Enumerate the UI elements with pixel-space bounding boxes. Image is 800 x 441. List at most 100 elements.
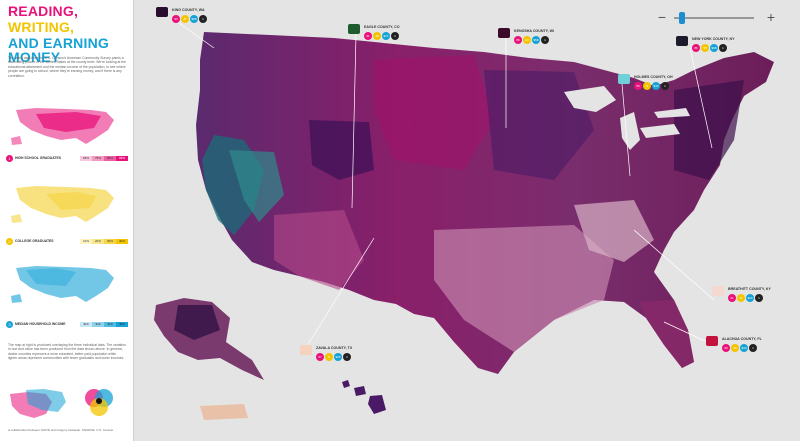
legend-value: 65% — [80, 156, 92, 161]
county-values: 93 47 $68 1 — [172, 15, 207, 23]
legend-number: 2 — [6, 238, 13, 245]
county-shape — [706, 336, 718, 346]
legend-income: 3 MEDIAN HOUSEHOLD INCOME $20 $40 $60 $8… — [6, 321, 128, 329]
alaska-dark-region — [174, 305, 220, 340]
zoom-control: − + — [658, 9, 775, 25]
midwest-purple-region — [484, 70, 594, 180]
income-mini-map — [11, 266, 114, 303]
legend-college: 2 COLLEGE GRADUATES 10% 20% 30% 40% — [6, 238, 128, 246]
callout-leader-lines — [171, 17, 715, 352]
intro-text: The latest data from the U.S. Census's A… — [8, 56, 127, 78]
county-shape — [618, 74, 630, 84]
county-name: HOLMES COUNTY, OH — [634, 75, 673, 79]
county-values: 91 49 $71 1 — [364, 32, 399, 40]
legend-label: COLLEGE GRADUATES — [15, 239, 54, 243]
northeast-dark-region — [674, 80, 744, 180]
combined-value: 1 — [391, 32, 399, 40]
college-value: 49 — [373, 32, 381, 40]
hs-value: 93 — [172, 15, 180, 23]
income-value: $71 — [382, 32, 390, 40]
county-name: BREATHITT COUNTY, KY — [728, 287, 771, 291]
legend-number: 1 — [6, 155, 13, 162]
college-value: 9 — [325, 353, 333, 361]
zoom-out-button[interactable]: − — [658, 9, 666, 25]
income-value: $58 — [532, 36, 540, 44]
county-name: ALACHUA COUNTY, FL — [722, 337, 762, 341]
legend-value: $80 — [116, 322, 128, 327]
appalachia-light-region — [574, 200, 654, 262]
college-value: 40 — [731, 344, 739, 352]
legend-scale: 10% 20% 30% 40% — [80, 239, 128, 244]
mountain-dark-region — [309, 120, 374, 180]
legend-value: 10% — [80, 239, 92, 244]
county-name: NEW YORK COUNTY, NY — [692, 37, 735, 41]
county-values: 86 58 $68 1 — [692, 44, 727, 52]
legend-value: 20% — [92, 239, 104, 244]
hawaii[interactable] — [342, 380, 386, 414]
income-value: $23 — [746, 294, 754, 302]
county-name: ZAVALA COUNTY, TX — [316, 346, 353, 350]
college-value: 9 — [643, 82, 651, 90]
combined-value: 1 — [661, 82, 669, 90]
legend-value: $60 — [104, 322, 116, 327]
county-shape — [348, 24, 360, 34]
combined-value: 1 — [199, 15, 207, 23]
legend-value: 30% — [104, 239, 116, 244]
sidebar: READING, WRITING, AND EARNING MONEY The … — [0, 0, 134, 441]
legend-value: 95% — [116, 156, 128, 161]
southwest-pink-region — [274, 210, 364, 290]
legend-scale: $20 $40 $60 $80 — [80, 322, 128, 327]
income-value: $68 — [710, 44, 718, 52]
combined-value: 1 — [541, 36, 549, 44]
hs-value: 91 — [364, 32, 372, 40]
legend-label: MEDIAN HOUSEHOLD INCOME — [15, 322, 66, 326]
college-value: 23 — [523, 36, 531, 44]
nevada-region — [229, 150, 284, 222]
income-value: $25 — [334, 353, 342, 361]
title-line-2: WRITING, — [8, 19, 75, 35]
county-shape — [156, 7, 168, 17]
legend-high-school: 1 HIGH SCHOOL GRADUATES 65% 75% 85% 95% — [6, 155, 128, 163]
combined-value: 1 — [755, 294, 763, 302]
county-values: 57 9 $25 1 — [316, 353, 351, 361]
credits: A collaboration between GOOD and Gregory… — [8, 428, 114, 432]
hs-value: 90 — [722, 344, 730, 352]
hs-value: 86 — [692, 44, 700, 52]
hs-value: 57 — [316, 353, 324, 361]
legend-value: 75% — [92, 156, 104, 161]
income-value: $40 — [740, 344, 748, 352]
county-values: 56 9 $46 1 — [634, 82, 669, 90]
county-values: 90 40 $40 1 — [722, 344, 757, 352]
title-line-1: READING, — [8, 3, 79, 19]
hs-value: 56 — [634, 82, 642, 90]
county-name: EAGLE COUNTY, CO — [364, 25, 400, 29]
county-name: KING COUNTY, WA — [172, 8, 205, 12]
county-name: KENOSHA COUNTY, WI — [514, 29, 554, 33]
college-mini-map — [11, 186, 114, 223]
college-value: 58 — [701, 44, 709, 52]
hs-value: 89 — [514, 36, 522, 44]
county-shape — [676, 36, 688, 46]
county-values: 61 8 $23 1 — [728, 294, 763, 302]
county-map[interactable]: − + — [134, 0, 800, 441]
south-pink-region — [434, 225, 614, 352]
college-value: 47 — [181, 15, 189, 23]
legend-value: $40 — [92, 322, 104, 327]
combined-legend-graphic — [10, 389, 113, 418]
legend-value: 40% — [116, 239, 128, 244]
county-shape — [712, 286, 724, 296]
county-values: 89 23 $58 1 — [514, 36, 549, 44]
puerto-rico[interactable] — [200, 404, 248, 420]
legend-value: $20 — [80, 322, 92, 327]
zoom-in-button[interactable]: + — [767, 9, 775, 25]
florida-region — [639, 300, 694, 368]
high-school-mini-map — [11, 108, 114, 145]
title-line-3: AND EARNING MONEY — [8, 35, 109, 65]
college-value: 8 — [737, 294, 745, 302]
income-value: $68 — [190, 15, 198, 23]
zoom-handle[interactable] — [679, 12, 685, 24]
great-lakes — [564, 86, 690, 150]
income-value: $46 — [652, 82, 660, 90]
hs-value: 61 — [728, 294, 736, 302]
county-shape — [498, 28, 510, 38]
